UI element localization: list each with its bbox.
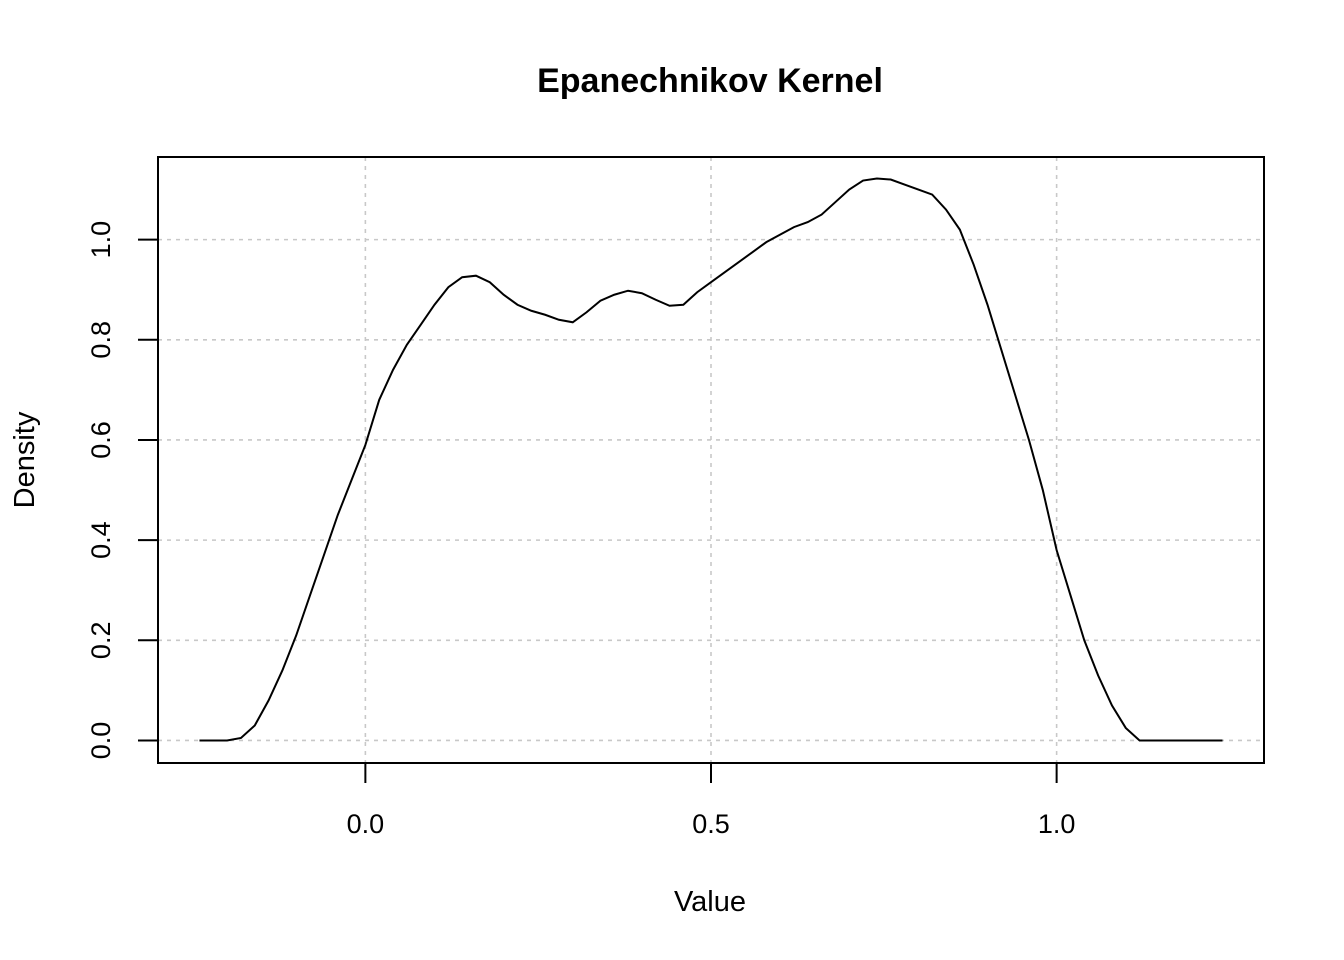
y-tick-label: 0.8 [86,321,116,359]
chart-title: Epanechnikov Kernel [537,62,883,100]
grid-lines [158,157,1264,763]
x-tick-label: 0.5 [692,809,730,839]
y-tick-label: 0.2 [86,622,116,660]
y-tick-label: 0.0 [86,722,116,760]
density-curve [199,177,1223,742]
x-tick-label: 1.0 [1038,809,1076,839]
y-axis-label: Density [9,411,41,508]
x-axis-label: Value [674,886,746,918]
x-axis: 0.0 0.5 1.0 [347,763,1076,839]
y-tick-label: 0.6 [86,421,116,459]
x-tick-label: 0.0 [347,809,385,839]
y-axis: 0.0 0.2 0.4 0.6 0.8 1.0 [86,221,158,759]
y-tick-label: 1.0 [86,221,116,259]
y-tick-label: 0.4 [86,521,116,559]
